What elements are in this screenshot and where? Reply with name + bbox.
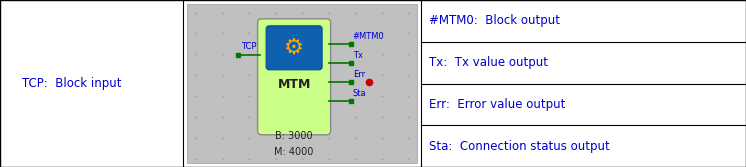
Text: Tx:  Tx value output: Tx: Tx value output xyxy=(430,56,548,69)
Text: TCP:  Block input: TCP: Block input xyxy=(22,77,122,90)
Text: TCP: TCP xyxy=(241,42,256,51)
Bar xyxy=(186,4,418,163)
Text: Sta: Sta xyxy=(353,89,366,98)
Text: Sta:  Connection status output: Sta: Connection status output xyxy=(430,140,610,153)
Text: M: 4000: M: 4000 xyxy=(275,147,314,157)
Text: Err: Err xyxy=(353,70,365,79)
Text: ⚙: ⚙ xyxy=(284,38,304,58)
Text: Tx: Tx xyxy=(353,51,363,60)
FancyBboxPatch shape xyxy=(266,26,322,70)
Text: #MTM0: #MTM0 xyxy=(353,32,384,41)
Text: Err:  Error value output: Err: Error value output xyxy=(430,98,566,111)
Text: B: 3000: B: 3000 xyxy=(275,131,313,141)
Text: MTM: MTM xyxy=(278,78,311,91)
FancyBboxPatch shape xyxy=(257,19,330,135)
Text: #MTM0:  Block output: #MTM0: Block output xyxy=(430,14,560,27)
